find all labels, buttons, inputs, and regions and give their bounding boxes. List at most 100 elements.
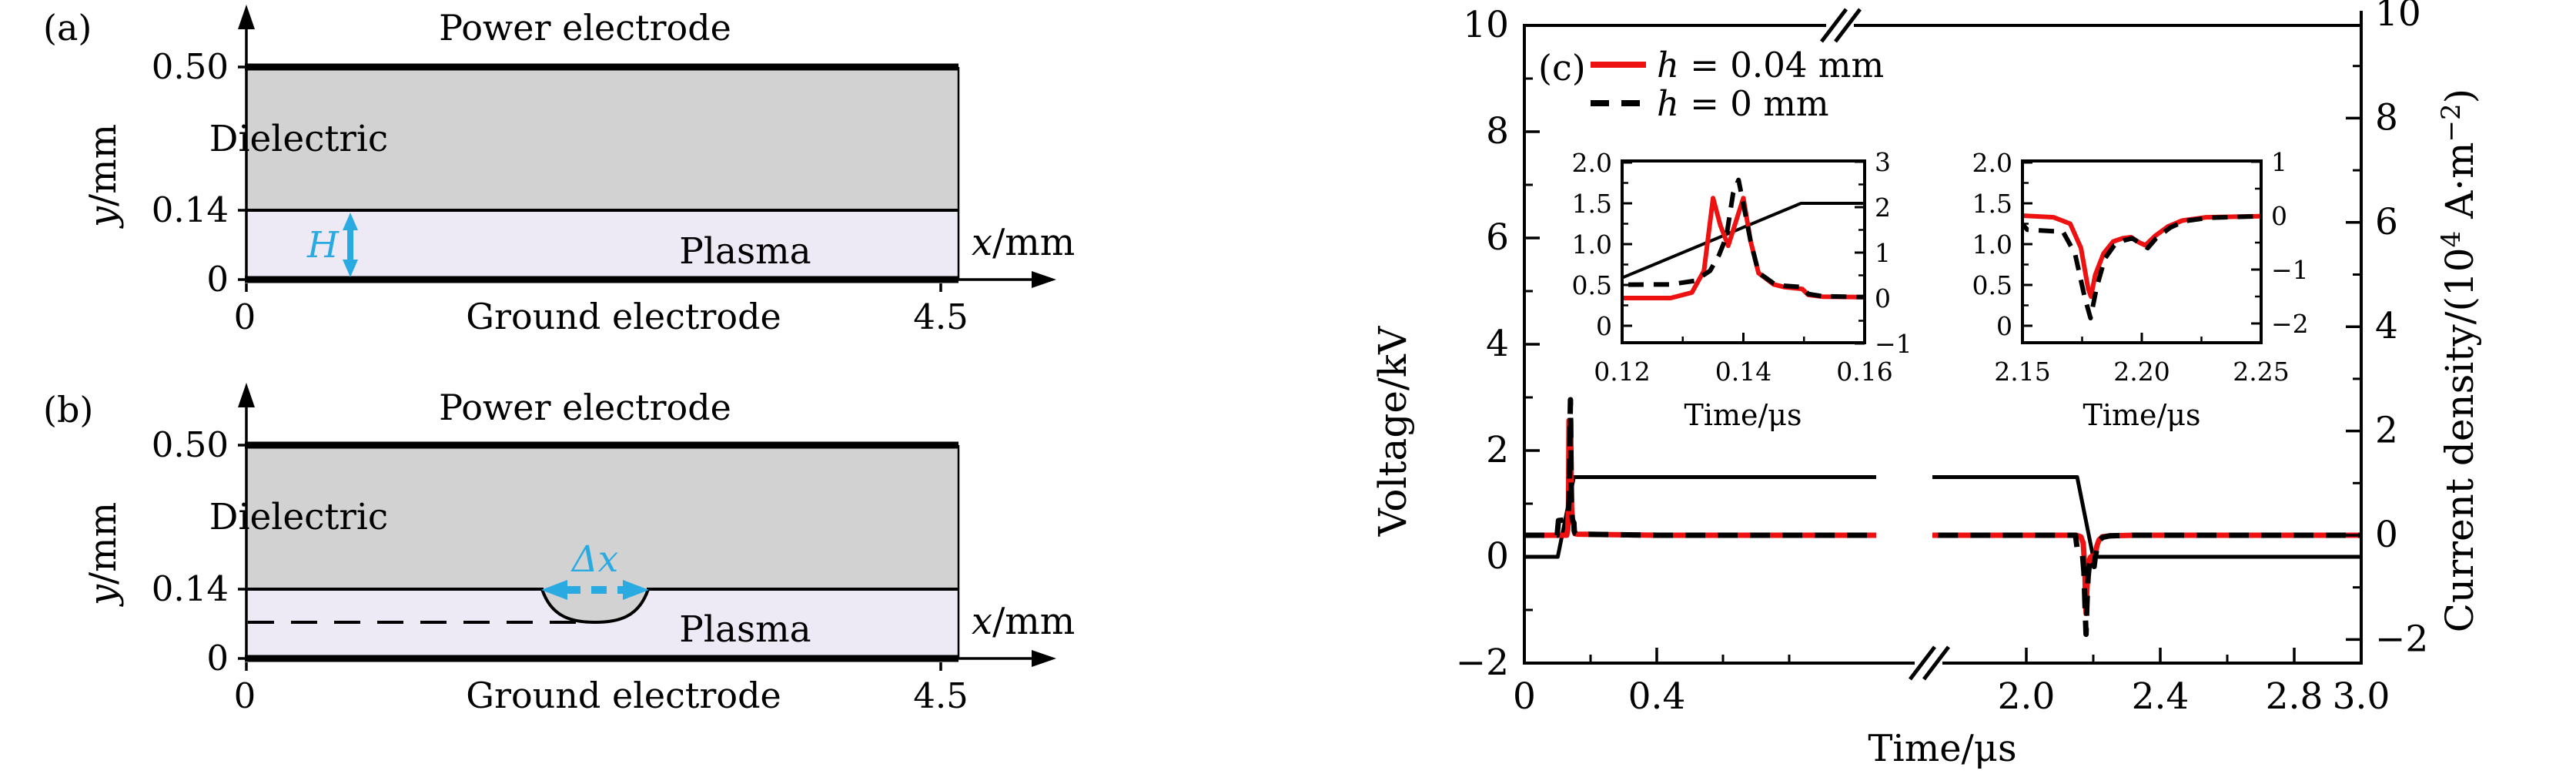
y-tick-label-0: 0 — [206, 259, 229, 300]
series-current_h0 — [1932, 532, 2361, 638]
plasma-label: Plasma — [679, 608, 811, 651]
voltage-axis-title: Voltage/kV — [1370, 326, 1415, 537]
main-curves-left-segment — [1525, 397, 1876, 559]
series-current_h0.04 — [1624, 196, 1864, 300]
series-current_h0 — [2024, 213, 2260, 320]
inset2-right-tick-label: −1 — [2271, 255, 2309, 285]
y-tick-label-050: 0.50 — [152, 424, 229, 465]
inset1-time-axis-title: Time/μs — [1684, 398, 1802, 432]
inset2-bottom-tick-label: 2.20 — [2113, 357, 2170, 387]
inset1-left-tick-label: 0.5 — [1572, 270, 1612, 300]
y-tick-label-0: 0 — [206, 638, 229, 678]
main-bottom-axis-tick-label: 2.0 — [1998, 675, 2056, 718]
inset1-bottom-tick-label: 0.14 — [1715, 357, 1771, 387]
main-right-axis-tick-label: 2 — [2375, 410, 2398, 452]
inset2-left-tick-label: 0.5 — [1972, 270, 2012, 300]
main-left-axis-tick-label: −2 — [1456, 642, 1509, 684]
top-break-slash-1 — [1820, 8, 1848, 43]
inset1-curves — [1624, 177, 1864, 300]
main-bottom-axis-tick-label: 2.4 — [2132, 675, 2190, 718]
dielectric-label: Dielectric — [209, 496, 388, 538]
defect-width-arrow-right-head — [623, 580, 649, 600]
bottom-break-slash-1 — [1909, 645, 1936, 681]
power-electrode-label: Power electrode — [439, 7, 731, 49]
series-current_h0.04 — [2024, 213, 2260, 299]
y-axis-title: y/mm — [82, 502, 125, 607]
inset2-right-tick-label: 1 — [2271, 147, 2287, 177]
series-current_h0 — [1624, 177, 1864, 300]
main-left-axis-tick-label: 8 — [1486, 110, 1509, 152]
dielectric-bump-outline — [540, 588, 650, 625]
ground-electrode-label: Ground electrode — [466, 296, 781, 337]
series-current_h0.04 — [1525, 417, 1876, 538]
plasma-label: Plasma — [679, 230, 811, 273]
inset1-right-tick-label: 0 — [1875, 283, 1891, 313]
inset1-right-tick-label: 3 — [1875, 147, 1891, 177]
defect-width-arrow-left-head — [541, 580, 567, 600]
inset1-left-tick-label: 0 — [1596, 311, 1612, 341]
bottom-break-slash-2 — [1922, 645, 1950, 681]
inset1-right-tick-label: 1 — [1875, 238, 1891, 268]
dielectric-label: Dielectric — [209, 118, 388, 160]
legend-label-h0: h = 0 mm — [1657, 83, 1829, 124]
legend-label-h004: h = 0.04 mm — [1657, 45, 1884, 85]
x-axis-title: x/mm — [972, 221, 1075, 264]
main-bottom-axis-tick-label: 2.8 — [2266, 675, 2323, 718]
power-electrode-label: Power electrode — [439, 387, 731, 428]
x-axis-arrowhead — [1032, 271, 1056, 288]
inset1-bottom-tick-label: 0.12 — [1594, 357, 1650, 387]
main-left-axis-tick-label: 10 — [1463, 4, 1509, 46]
inset2-bottom-tick-label: 2.25 — [2233, 357, 2289, 387]
x-axis-arrowhead — [1032, 650, 1056, 667]
panel-a-letter: (a) — [43, 7, 92, 49]
main-right-axis-tick-label: 4 — [2375, 305, 2398, 347]
panel-a-schematic: (a) Power electrode Dielectric Plasma Gr… — [43, 5, 1075, 337]
main-right-axis-tick-label: −2 — [2375, 618, 2428, 660]
panel-c-letter: (c) — [1538, 47, 1586, 89]
gap-height-arrow-up-head — [343, 213, 358, 230]
inset1-left-tick-label: 2.0 — [1572, 148, 1612, 178]
series-current_h0 — [1525, 397, 1876, 538]
series-voltage — [1932, 475, 2361, 559]
main-bottom-axis-tick-label: 0.4 — [1628, 675, 1686, 718]
y-axis-arrowhead — [238, 383, 255, 407]
main-right-axis-tick-label: 8 — [2375, 96, 2398, 139]
panel-b-letter: (b) — [43, 389, 93, 431]
main-right-axis-tick-label: 6 — [2375, 201, 2398, 243]
plasma-region — [246, 210, 958, 280]
x-tick-label-0: 0 — [234, 675, 256, 716]
inset2-bottom-tick-label: 2.15 — [1994, 357, 2050, 387]
x-tick-label-45: 4.5 — [913, 675, 969, 716]
inset2-frame — [2021, 159, 2263, 344]
main-right-axis-tick-label: 0 — [2375, 514, 2398, 556]
main-left-axis-tick-label: 6 — [1486, 216, 1509, 259]
main-left-axis-tick-label: 0 — [1486, 535, 1509, 578]
inset2-left-tick-label: 1.0 — [1972, 230, 2012, 260]
panel-b-schematic: (b) Power electrode Dielectric Plasma Gr… — [43, 383, 1075, 716]
x-axis-title: x/mm — [972, 600, 1075, 643]
inset1-left-tick-label: 1.5 — [1572, 189, 1612, 219]
inset2-time-axis-title: Time/μs — [2083, 398, 2200, 432]
dielectric-region — [246, 67, 958, 210]
main-curves-right-segment — [1932, 475, 2361, 638]
inset2-left-tick-label: 1.5 — [1972, 189, 2012, 219]
inset1-left-tick-label: 1.0 — [1572, 230, 1612, 260]
dielectric-region — [246, 445, 958, 589]
main-bottom-axis-tick-label: 0 — [1513, 675, 1536, 718]
inset2-right-tick-label: −2 — [2271, 309, 2309, 339]
top-break-slash-2 — [1834, 8, 1862, 43]
ground-electrode-label: Ground electrode — [466, 675, 781, 716]
main-bottom-axis-tick-label: 3.0 — [2333, 675, 2390, 718]
inset2-left-tick-label: 2.0 — [1972, 148, 2012, 178]
inset2-right-tick-label: 0 — [2271, 201, 2287, 231]
gap-height-arrow-down-head — [343, 260, 358, 277]
inset2-curves — [2024, 213, 2260, 320]
time-axis-title: Time/μs — [1868, 727, 2016, 770]
y-tick-label-050: 0.50 — [152, 46, 229, 87]
y-axis-arrowhead — [238, 5, 255, 29]
inset1-bottom-tick-label: 0.16 — [1836, 357, 1892, 387]
main-right-axis-tick-label: 10 — [2375, 0, 2421, 35]
